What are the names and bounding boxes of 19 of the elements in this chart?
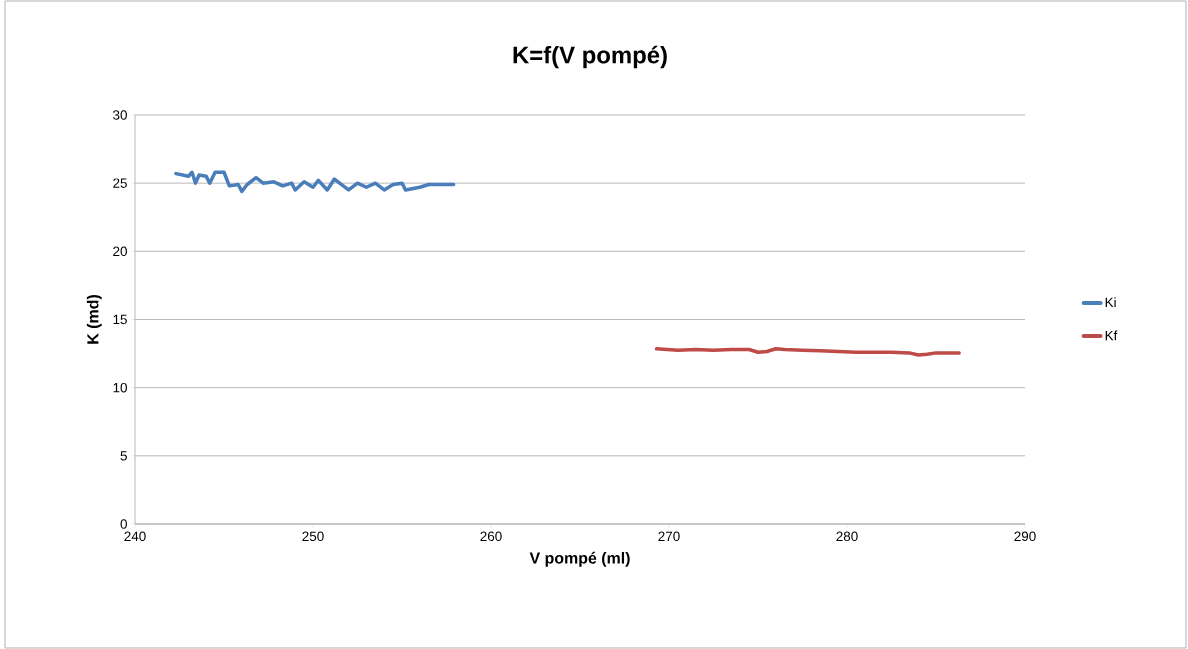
x-tick-label: 280	[836, 531, 858, 542]
x-tick-label: 240	[124, 531, 146, 542]
legend-label: Ki	[1105, 297, 1116, 308]
y-tick-label: 0	[120, 519, 127, 529]
x-tick-label: 290	[1014, 531, 1036, 542]
y-tick-label: 5	[120, 451, 127, 461]
y-tick-label: 30	[113, 110, 127, 120]
x-tick-label: 270	[658, 531, 680, 542]
y-tick-label: 20	[113, 246, 127, 257]
y-axis-title: K (md)	[86, 295, 102, 344]
x-tick-label: 250	[302, 531, 324, 542]
y-tick-label: 25	[113, 178, 127, 188]
y-tick-label: 15	[113, 314, 127, 325]
legend-label: Kf	[1105, 330, 1118, 341]
x-axis-title: V pompé (ml)	[529, 551, 630, 567]
line-series	[174, 170, 456, 194]
chart-title: K=f(V pompé)	[513, 45, 667, 69]
y-tick-label: 10	[113, 382, 127, 393]
x-tick-label: 260	[480, 531, 502, 542]
